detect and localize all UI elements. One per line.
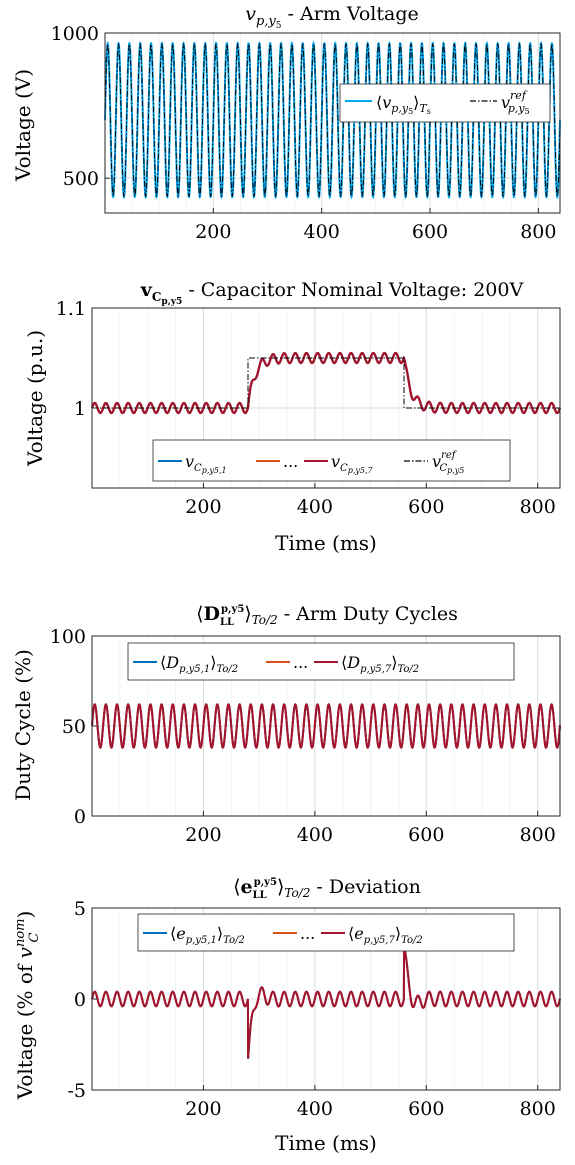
legend-duty-cycles: ⟨Dp,y5,1⟩To/2 ... ⟨Dp,y5,7⟩To/2 (127, 642, 515, 681)
x-tick-label: 800 (520, 824, 556, 846)
x-tick-label: 800 (520, 1098, 556, 1120)
x-tick-label: 400 (297, 496, 333, 518)
legend-label-cap-mid: ... (283, 452, 298, 471)
y-axis-label-arm-voltage: Voltage (V) (11, 69, 35, 182)
x-tick-label: 200 (195, 221, 231, 243)
panel-arm-voltage: vp,y5 - Arm Voltage Voltage (V) 200 400 60… (11, 3, 561, 243)
series-line-capacitor-3 (90, 351, 562, 415)
chart-title-arm-voltage: vp,y5 - Arm Voltage (245, 3, 419, 31)
legend-label-cap-1: vCp,y5,1 (185, 452, 227, 475)
legend-label-avg: ⟨vp,y5⟩Ts (376, 93, 431, 116)
panel-deviation: ⟨eLLp,y5⟩To/2 - Deviation Voltage (% of … (13, 876, 561, 1155)
plot-frame-capacitor-voltage (91, 307, 561, 489)
panel-capacitor-voltage: vCp,y5 - Capacitor Nominal Voltage: 200V… (23, 279, 562, 555)
plot-frame-arm-voltage (104, 32, 561, 214)
x-tick-label: 400 (297, 1098, 333, 1120)
y-tick-label: 1.1 (56, 298, 86, 320)
y-tick-label: 5 (74, 898, 86, 920)
legend-label-duty-mid: ... (293, 653, 308, 672)
x-axis-label-capacitor-voltage: Time (ms) (275, 531, 377, 555)
x-tick-label: 200 (185, 824, 221, 846)
x-tick-label: 600 (408, 824, 444, 846)
x-tick-label: 800 (520, 496, 556, 518)
x-tick-label: 600 (408, 1098, 444, 1120)
y-axis-label-duty-cycles: Duty Cycle (%) (11, 649, 35, 801)
x-tick-label: 800 (520, 221, 556, 243)
x-tick-label: 200 (185, 1098, 221, 1120)
y-axis-label-capacitor-voltage: Voltage (p.u.) (23, 330, 47, 467)
legend-label-cap-7: vCp,y5,7 (331, 452, 374, 475)
x-tick-label: 200 (185, 496, 221, 518)
y-tick-label: 1 (74, 398, 86, 420)
y-tick-label: 1000 (51, 23, 99, 45)
chart-title-capacitor-voltage: vCp,y5 - Capacitor Nominal Voltage: 200V (140, 279, 524, 307)
chart-title-duty-cycles: ⟨DLLp,y5⟩To/2 - Arm Duty Cycles (196, 603, 458, 628)
chart-title-deviation: ⟨eLLp,y5⟩To/2 - Deviation (233, 876, 421, 901)
series-line-duty-3 (91, 703, 561, 749)
legend-capacitor-voltage: vCp,y5,1 ... vCp,y5,7 vref Cp,y5 (152, 439, 511, 482)
x-tick-label: 600 (412, 221, 448, 243)
x-tick-label: 400 (304, 221, 340, 243)
y-tick-label: 50 (62, 716, 86, 738)
y-tick-label: 0 (74, 989, 86, 1011)
y-tick-label: 100 (50, 626, 86, 648)
panel-duty-cycles: ⟨DLLp,y5⟩To/2 - Arm Duty Cycles Duty Cyc… (11, 603, 561, 846)
y-tick-label: 0 (74, 806, 86, 828)
legend-label-ref: vref p,y5 (501, 89, 530, 116)
y-axis-label-deviation: Voltage (% of vnomC) (13, 911, 42, 1101)
series-line-deviation-3 (91, 944, 561, 1059)
y-tick-label: -5 (67, 1080, 86, 1102)
legend-label-cap-ref: vref Cp,y5 (432, 450, 464, 475)
x-tick-label: 600 (408, 496, 444, 518)
legend-label-dev-mid: ... (300, 924, 315, 943)
reference-line-capacitor (92, 357, 560, 409)
x-tick-label: 400 (297, 824, 333, 846)
y-tick-label: 500 (63, 168, 99, 190)
x-axis-label-deviation: Time (ms) (275, 1131, 377, 1155)
legend-deviation: ⟨ep,y5,1⟩To/2 ... ⟨ep,y5,7⟩To/2 (137, 913, 515, 952)
legend-arm-voltage: ⟨vp,y5⟩Ts vref p,y5 (339, 83, 551, 123)
